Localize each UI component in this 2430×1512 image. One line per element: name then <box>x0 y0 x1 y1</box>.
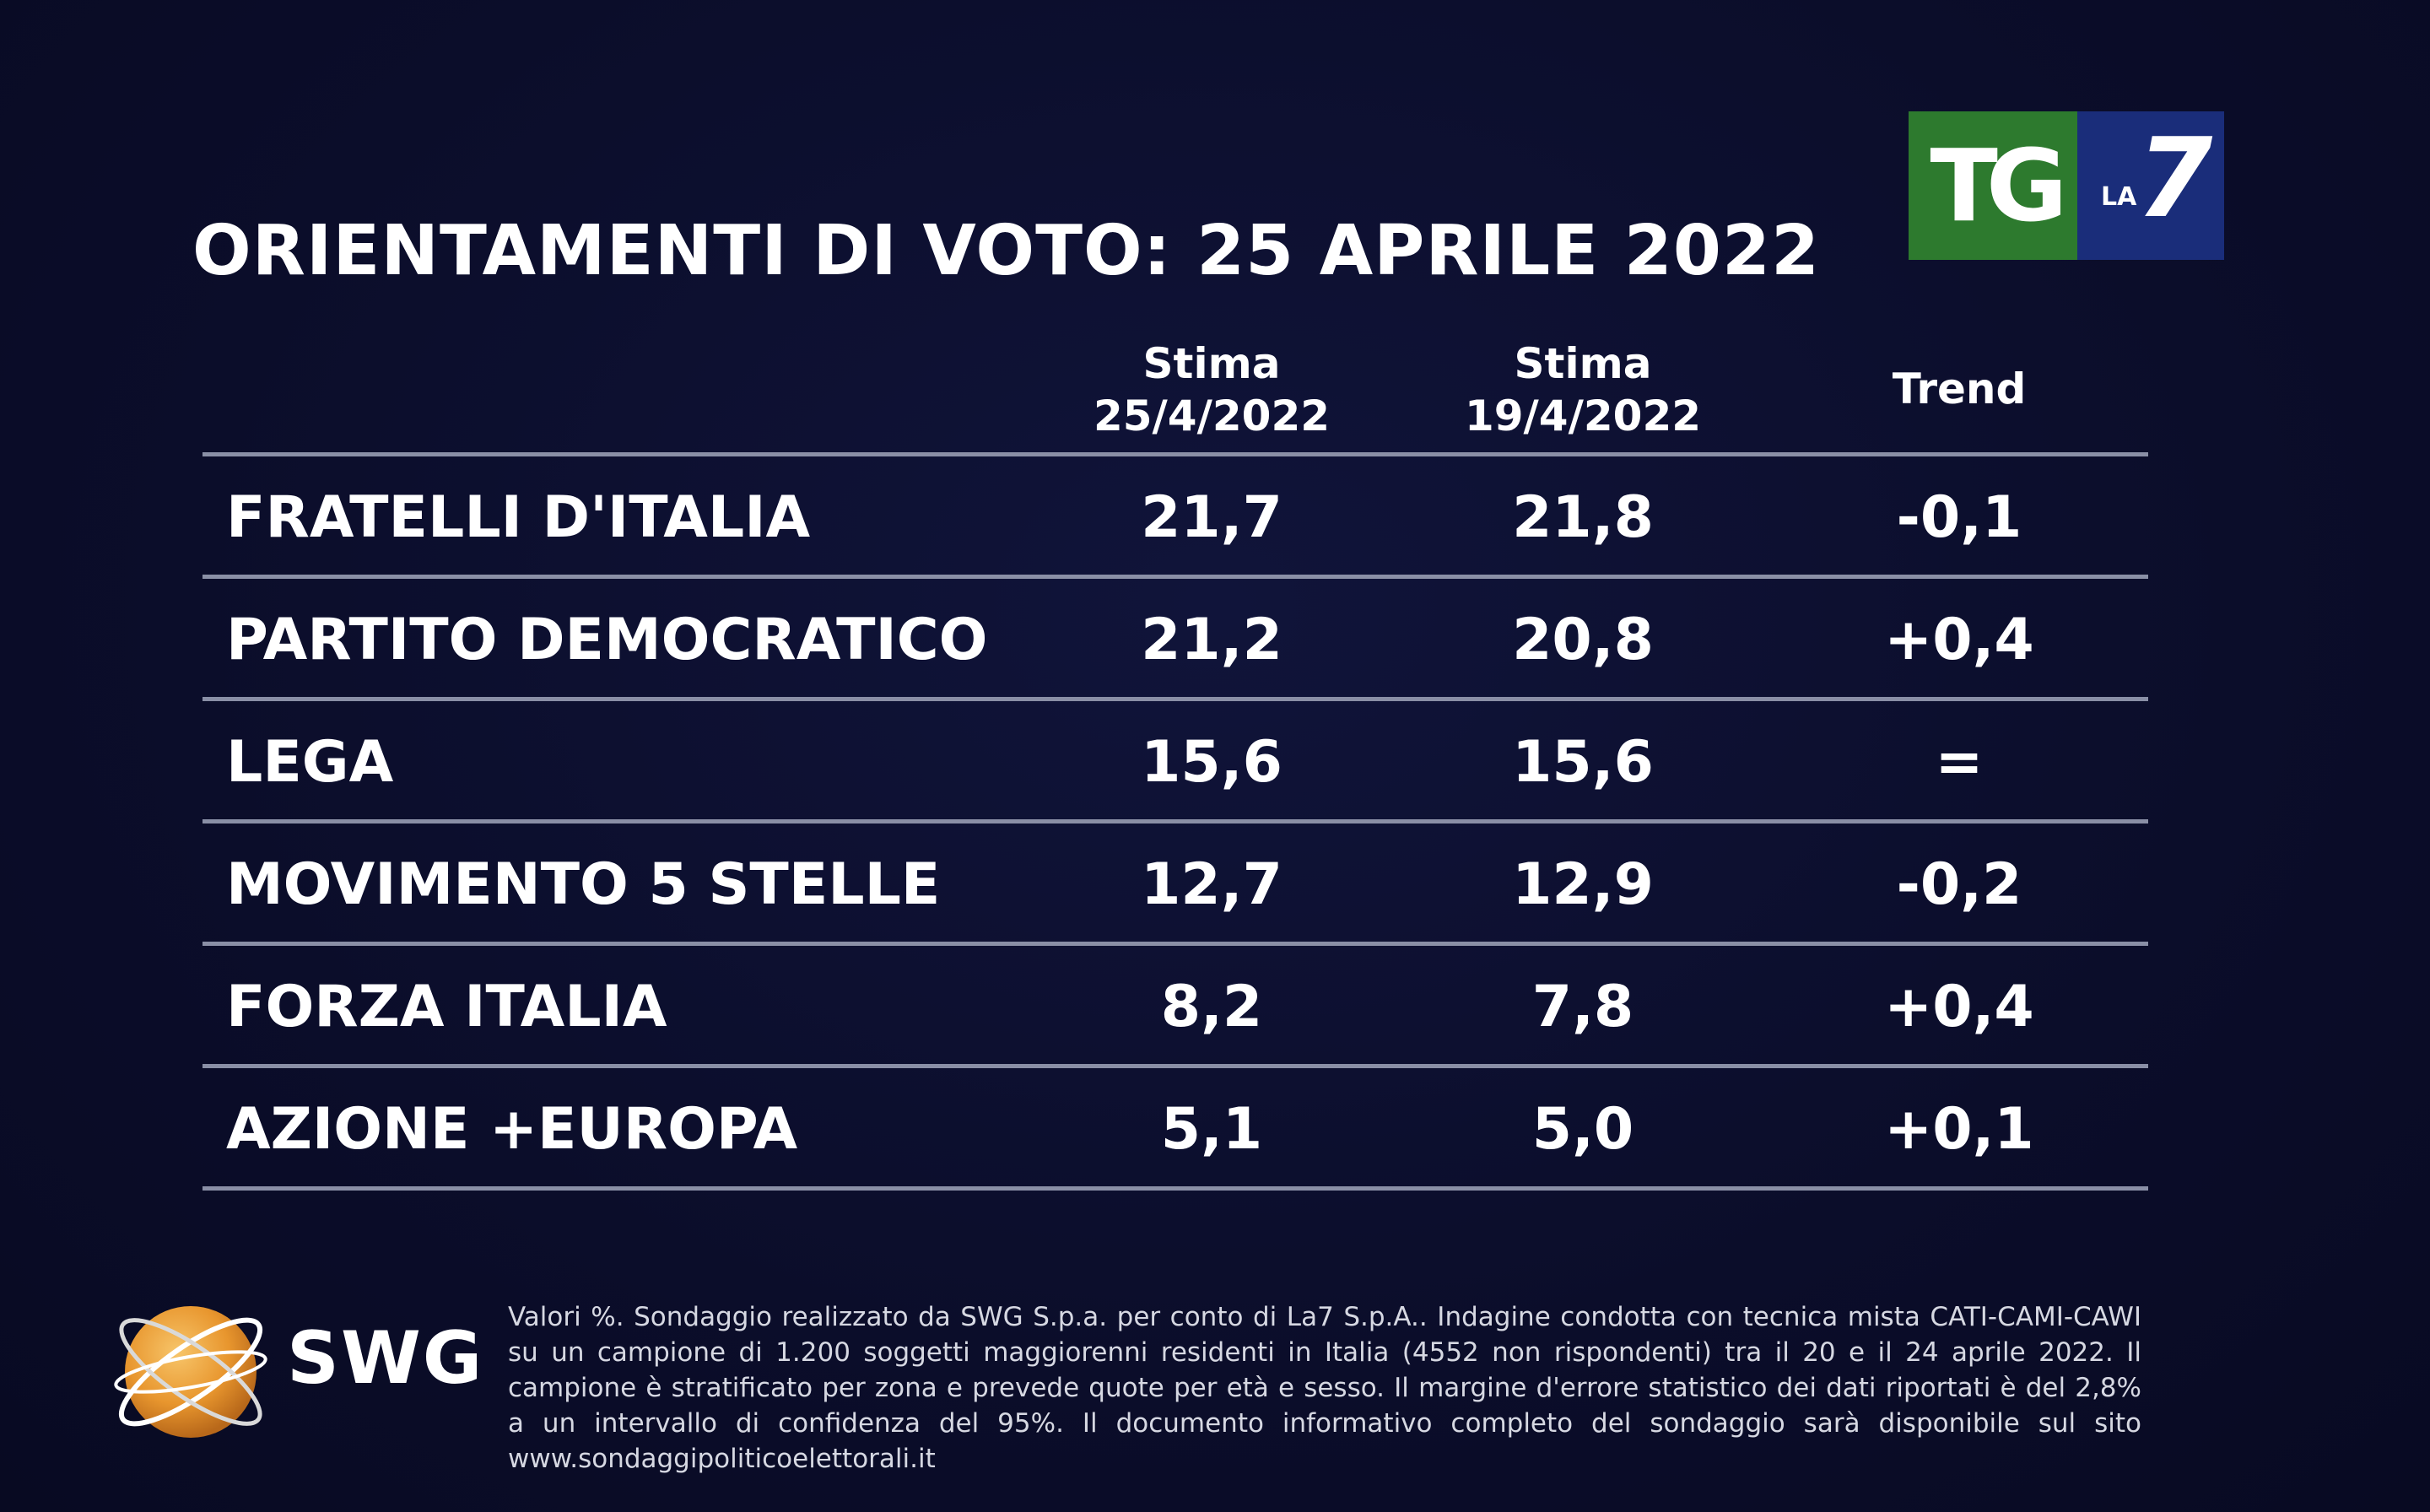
table-divider <box>202 1186 2148 1191</box>
column-header-previous-line1: Stima <box>1514 339 1652 388</box>
previous-value: 20,8 <box>1512 607 1654 673</box>
table-divider <box>202 1064 2148 1068</box>
column-header-current-line2: 25/4/2022 <box>1093 392 1331 440</box>
table-row: AZIONE +EUROPA 5,1 5,0 +0,1 <box>202 1071 2148 1189</box>
column-header-current: Stima 25/4/2022 <box>1085 338 1338 442</box>
logo-la7: LA 7 <box>2077 111 2224 260</box>
column-header-previous: Stima 19/4/2022 <box>1456 338 1709 442</box>
swg-logo-text: SWG <box>287 1316 484 1401</box>
party-name: AZIONE +EUROPA <box>226 1096 798 1163</box>
table-row: FORZA ITALIA 8,2 7,8 +0,4 <box>202 948 2148 1066</box>
current-value: 12,7 <box>1141 851 1282 918</box>
table-row: FRATELLI D'ITALIA 21,7 21,8 -0,1 <box>202 459 2148 577</box>
table-divider <box>202 452 2148 456</box>
previous-value: 15,6 <box>1512 729 1654 796</box>
party-name: PARTITO DEMOCRATICO <box>226 607 988 673</box>
party-name: FORZA ITALIA <box>226 974 667 1040</box>
party-name: FRATELLI D'ITALIA <box>226 484 811 551</box>
page-title: ORIENTAMENTI DI VOTO: 25 APRILE 2022 <box>192 211 1821 291</box>
table-row: PARTITO DEMOCRATICO 21,2 20,8 +0,4 <box>202 581 2148 699</box>
trend-value: -0,2 <box>1896 851 2022 918</box>
table-divider <box>202 942 2148 946</box>
methodology-note: Valori %. Sondaggio realizzato da SWG S.… <box>508 1302 2141 1474</box>
table-row: MOVIMENTO 5 STELLE 12,7 12,9 -0,2 <box>202 826 2148 944</box>
table-divider <box>202 697 2148 701</box>
swg-globe-icon <box>114 1306 267 1438</box>
trend-value: +0,1 <box>1884 1096 2034 1163</box>
current-value: 21,7 <box>1141 484 1282 551</box>
table-row: LEGA 15,6 15,6 = <box>202 704 2148 822</box>
logo-la: LA <box>2101 182 2137 212</box>
previous-value: 5,0 <box>1531 1096 1634 1163</box>
tg-la7-logo: TG LA 7 <box>1909 111 2224 260</box>
party-name: MOVIMENTO 5 STELLE <box>226 851 941 918</box>
column-header-current-line1: Stima <box>1142 339 1281 388</box>
party-name: LEGA <box>226 729 394 796</box>
trend-value: = <box>1935 729 1984 796</box>
logo-seven: 7 <box>2136 114 2213 242</box>
table-divider <box>202 819 2148 824</box>
previous-value: 12,9 <box>1512 851 1654 918</box>
trend-value: -0,1 <box>1896 484 2022 551</box>
table-divider <box>202 575 2148 579</box>
current-value: 8,2 <box>1160 974 1263 1040</box>
trend-value: +0,4 <box>1884 607 2034 673</box>
column-header-trend: Trend <box>1892 364 2027 413</box>
current-value: 15,6 <box>1141 729 1282 796</box>
logo-tg: TG <box>1909 111 2077 260</box>
current-value: 5,1 <box>1160 1096 1263 1163</box>
previous-value: 21,8 <box>1512 484 1654 551</box>
trend-value: +0,4 <box>1884 974 2034 1040</box>
previous-value: 7,8 <box>1531 974 1634 1040</box>
current-value: 21,2 <box>1141 607 1282 673</box>
column-header-previous-line2: 19/4/2022 <box>1464 392 1702 440</box>
